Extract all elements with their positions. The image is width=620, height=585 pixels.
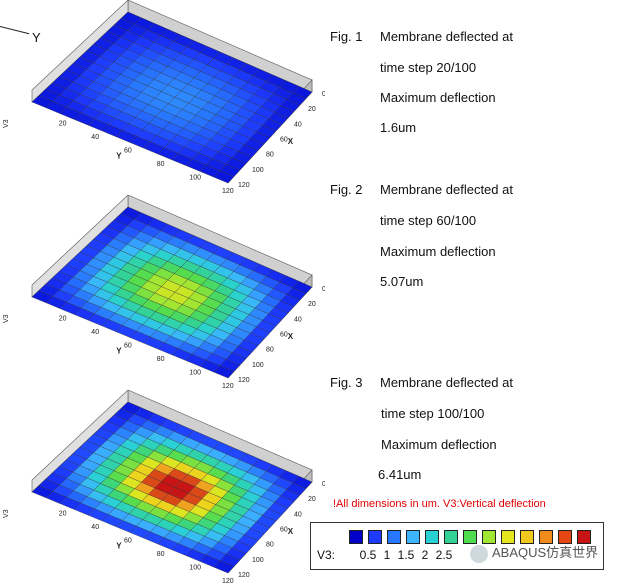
legend-swatch [349,530,363,544]
x-tick-label: 80 [266,347,274,354]
caption-line: time step 60/100 [380,213,477,228]
fig-number: Fig. 3 [330,375,363,390]
legend-swatch [368,530,382,544]
legend-tick-label: 1.5 [397,548,415,562]
legend-swatch [577,530,591,544]
caption-line: time step 100/100 [381,406,485,421]
y-tick-label: 100 [189,565,201,572]
y-tick-label: 120 [222,188,234,195]
y-tick-label: 20 [59,121,67,128]
legend-tick-label: 2.5 [435,548,453,562]
legend-swatch [558,530,572,544]
y-axis-label: Y [116,152,122,161]
x-axis-label: X [288,137,294,146]
x-tick-label: 40 [294,121,302,128]
x-tick-label: 20 [308,496,316,503]
legend-tick-label: 0.5 [359,548,377,562]
y-tick-label: 40 [91,134,99,141]
z-axis-label: V3 [3,314,10,323]
legend-swatch [463,530,477,544]
caption-line: Maximum deflection [381,437,497,452]
y-tick-label: 120 [222,383,234,390]
y-tick-label: 80 [157,551,165,558]
legend-swatch [425,530,439,544]
y-tick-label: 120 [222,578,234,585]
legend-swatch [501,530,515,544]
y-tick-label: 40 [91,524,99,531]
caption-line: Maximum deflection [380,244,496,259]
membrane-plot-1: 0 20 40 60 80 100 120 20 40 60 80 100 120 X Y V3 [0,0,325,195]
caption-line: Maximum deflection [380,90,496,105]
caption-line: Membrane deflected at [380,375,513,390]
y-tick-label: 60 [124,148,132,155]
x-tick-label: 0 [322,91,325,98]
watermark: ABAQUS仿真世界 [470,542,598,563]
z-axis-label: V3 [3,509,10,518]
fig-number: Fig. 1 [330,29,363,44]
dimensions-note: !All dimensions in um. V3:Vertical defle… [333,498,546,510]
y-tick-label: 20 [59,511,67,518]
y-tick-label: 60 [124,538,132,545]
y-axis-label: Y [116,347,122,356]
legend-swatch [482,530,496,544]
y-axis-label: Y [116,542,122,551]
fig-number: Fig. 2 [330,182,363,197]
caption-line: Membrane deflected at [380,182,513,197]
y-tick-label: 80 [157,161,165,168]
mesh-cell [292,476,313,489]
y-tick-label: 100 [189,370,201,377]
x-axis-label: X [288,332,294,341]
legend-swatch [444,530,458,544]
x-tick-label: 0 [322,481,325,488]
membrane-plot-2: 0 20 40 60 80 100 120 20 40 60 80 100 120 X Y V3 [0,195,325,390]
y-tick-label: 20 [59,316,67,323]
caption-line: Membrane deflected at [380,29,513,44]
mesh-cell [292,86,313,99]
mesh-cell [292,281,313,294]
x-tick-label: 120 [238,182,250,189]
membrane-plot-3: 0 20 40 60 80 100 120 20 40 60 80 100 120 X Y V3 [0,390,325,585]
x-tick-label: 120 [238,572,250,579]
x-tick-label: 120 [238,377,250,384]
x-tick-label: 0 [322,286,325,293]
z-axis-label: V3 [3,119,10,128]
color-legend: V3: 0.5 1 1.5 2 2.5 [310,522,604,570]
legend-swatch [406,530,420,544]
legend-tick-label: 1 [383,548,391,562]
x-tick-label: 60 [280,527,288,534]
y-tick-label: 60 [124,343,132,350]
x-tick-label: 60 [280,137,288,144]
caption-line: time step 20/100 [380,60,477,75]
x-axis-label: X [288,527,294,536]
y-tick-label: 40 [91,329,99,336]
x-tick-label: 40 [294,316,302,323]
x-tick-label: 60 [280,332,288,339]
legend-swatch [520,530,534,544]
x-tick-label: 100 [252,167,264,174]
legend-label: V3: [317,548,336,562]
caption-value: 1.6um [380,120,417,135]
caption-value: 6.41um [378,467,422,482]
wechat-icon [470,544,488,563]
x-tick-label: 80 [266,152,274,159]
legend-swatch [539,530,553,544]
y-tick-label: 80 [157,356,165,363]
x-tick-label: 40 [294,511,302,518]
x-tick-label: 100 [252,557,264,564]
y-tick-label: 100 [189,175,201,182]
x-tick-label: 20 [308,301,316,308]
x-tick-label: 80 [266,542,274,549]
watermark-text: ABAQUS仿真世界 [492,545,599,560]
x-tick-label: 100 [252,362,264,369]
axis-indicator-label: Y [32,30,41,45]
legend-tick-label: 2 [421,548,429,562]
caption-value: 5.07um [380,274,424,289]
legend-swatch [387,530,401,544]
x-tick-label: 20 [308,106,316,113]
